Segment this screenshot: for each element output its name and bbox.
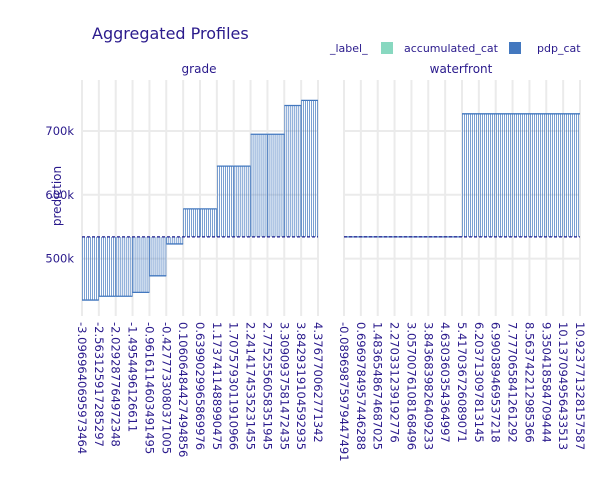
x-tick-label: 4.376770062771342	[311, 322, 325, 443]
y-tick-label: 700k	[45, 124, 74, 138]
x-tick-label: 7.777065841261292	[506, 322, 520, 443]
x-tick-label: 9.350418584709444	[539, 322, 553, 443]
legend-label-accumulated-cat[interactable]: accumulated_cat	[404, 42, 499, 55]
bar-segment	[462, 113, 580, 237]
plot-area: 500k 600k 700k -3.0969640695973464 -2.563125…	[45, 80, 587, 462]
panel-title-waterfront: waterfront	[430, 62, 493, 76]
x-tick-label: 3.3090937581472435	[277, 322, 291, 450]
legend-label-pdp-cat[interactable]: pdp_cat	[537, 42, 581, 55]
x-tick-label: 3.8436839826409233	[421, 322, 435, 450]
bar-segment	[149, 236, 167, 277]
x-tick-label: -3.0969640695973464	[75, 322, 89, 454]
x-tick-label: -0.08969875979447491	[337, 322, 351, 462]
panel-title-grade: grade	[182, 62, 217, 76]
bar-segment	[233, 165, 251, 237]
legend-swatch-pdp-cat[interactable]	[509, 42, 521, 54]
bar-segment	[267, 133, 285, 237]
x-tick-label: 8.563742212985366	[522, 322, 536, 443]
x-tick-label: 6.990389469537218	[489, 322, 503, 443]
x-tick-label: 10.923771328157587	[573, 322, 587, 450]
x-tick-label: 3.0570076108168496	[404, 322, 418, 450]
bar-segment	[250, 133, 268, 237]
bar-segment	[200, 208, 217, 237]
x-tick-label: 1.1737411488990475	[210, 322, 224, 450]
x-tick-label: 6.203713097813145	[472, 322, 486, 443]
bar-segment	[132, 236, 150, 294]
x-tick-label: 2.270331239192776	[388, 322, 402, 443]
x-tick-label: 1.4836548674687025	[371, 322, 385, 450]
x-tick-label: 2.2414174535231455	[244, 322, 258, 450]
bar-segment	[284, 104, 302, 237]
legend: _label_ accumulated_cat pdp_cat	[329, 42, 581, 55]
x-tick-label: 0.6399029965869976	[193, 322, 207, 450]
bar-segment	[82, 236, 99, 301]
bar-segment	[98, 236, 116, 297]
x-tick-label: 5.417036726089071	[455, 322, 469, 443]
x-tick-label: -1.4954496126611	[126, 322, 140, 432]
bar-segment	[166, 236, 184, 245]
x-tick-label: -0.9616114603491495	[142, 322, 156, 454]
x-tick-label: 10.137094956433513	[556, 322, 570, 450]
x-tick-label: -2.563125917285297	[92, 322, 106, 447]
x-tick-label: -0.4277733080371005	[159, 322, 173, 454]
x-tick-label: -2.029287764972348	[109, 322, 123, 447]
y-tick-label: 500k	[45, 252, 74, 266]
y-tick-label: 600k	[45, 188, 74, 202]
x-tick-label: 2.7752556058351945	[260, 322, 274, 450]
x-tick-label: 0.10606484427494856	[176, 322, 190, 457]
x-tick-label: 1.7075793011910966	[227, 322, 241, 450]
x-tick-label: 4.630360354364997	[438, 322, 452, 443]
legend-title: _label_	[329, 42, 368, 55]
x-tick-label: 3.8429319104592935	[294, 322, 308, 450]
bar-segment	[216, 165, 234, 237]
bar-segment	[183, 208, 200, 237]
y-axis-label: prediction	[50, 166, 64, 226]
legend-swatch-accumulated-cat[interactable]	[381, 42, 393, 54]
x-tick-label: 0.6969784957446288	[354, 322, 368, 450]
bar-segment	[301, 99, 318, 237]
chart-title: Aggregated Profiles	[92, 24, 249, 43]
bar-segment	[115, 236, 133, 297]
